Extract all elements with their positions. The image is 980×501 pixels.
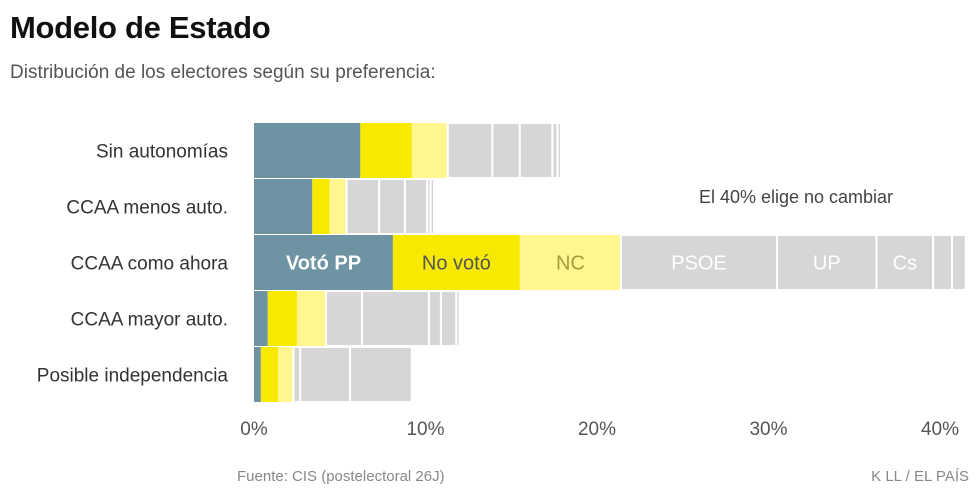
bar-segment-ccaa-menos-auto-no-voto — [312, 179, 330, 234]
bar-segment-ccaa-mayor-auto-psoe — [325, 290, 364, 347]
segment-label-no-voto: No votó — [422, 253, 491, 275]
bar-segment-ccaa-mayor-auto-cs — [427, 290, 442, 347]
bar-segment-sin-autonomias-other-7 — [556, 122, 562, 179]
bar-segment-ccaa-como-ahora-psoe — [620, 234, 779, 291]
x-tick-label-40: 40% — [921, 419, 959, 440]
bar-segment-posible-independencia-voto-pp — [254, 347, 261, 402]
credit-note: K LL / EL PAÍS — [871, 468, 969, 485]
bar-segment-ccaa-como-ahora-other-7 — [951, 234, 967, 291]
bar-segment-ccaa-menos-auto-nc — [329, 179, 347, 234]
x-axis-ticks: 0% 10% 20% 30% 40% — [240, 419, 959, 440]
bar-segment-posible-independencia-cs — [349, 346, 413, 403]
x-tick-label-0: 0% — [240, 419, 268, 440]
category-labels: Sin autonomías CCAA menos auto. CCAA como … — [37, 142, 229, 387]
bar-segment-posible-independencia-up — [299, 346, 352, 403]
bar-segment-sin-autonomias-up — [491, 122, 521, 179]
category-label-sin-autonomias: Sin autonomías — [96, 142, 228, 163]
bar-segment-ccaa-mayor-auto-up — [361, 290, 430, 347]
x-tick-label-20: 20% — [578, 419, 616, 440]
bar-segment-sin-autonomias-no-voto — [360, 123, 412, 178]
source-note: Fuente: CIS (postelectoral 26J) — [237, 468, 445, 485]
bar-segment-ccaa-como-ahora-no-voto — [392, 235, 520, 290]
bar-segment-sin-autonomias-psoe — [446, 122, 494, 179]
bar-segment-ccaa-mayor-auto-voto-pp — [254, 291, 268, 346]
bar-segment-ccaa-menos-auto-up — [378, 178, 406, 235]
bar-segment-sin-autonomias-cs — [518, 122, 554, 179]
bar-segment-ccaa-como-ahora-nc — [519, 235, 622, 290]
x-tick-label-30: 30% — [749, 419, 787, 440]
bar-segment-ccaa-menos-auto-cs — [403, 178, 429, 235]
bar-segment-ccaa-como-ahora-other-6 — [932, 234, 954, 291]
bar-segment-ccaa-como-ahora-voto-pp — [254, 235, 393, 290]
category-label-ccaa-menos-auto: CCAA menos auto. — [66, 198, 228, 219]
category-label-ccaa-como-ahora: CCAA como ahora — [71, 254, 229, 275]
bar-segment-ccaa-menos-auto-psoe — [345, 178, 381, 235]
segment-label-nc: NC — [556, 253, 585, 275]
segment-labels: Votó PP No votó NC PSOE UP Cs — [286, 253, 917, 275]
chart-subtitle: Distribución de los electores según su p… — [10, 62, 436, 83]
segment-label-voto-pp: Votó PP — [286, 253, 361, 275]
bar-segment-ccaa-mayor-auto-other-7 — [455, 290, 461, 347]
bar-segment-posible-independencia-no-voto — [260, 347, 279, 402]
chart-title: Modelo de Estado — [10, 10, 271, 45]
bar-segment-ccaa-menos-auto-other-7 — [429, 178, 436, 235]
segment-label-cs: Cs — [893, 253, 917, 275]
category-label-ccaa-mayor-auto: CCAA mayor auto. — [71, 310, 228, 331]
bar-segment-ccaa-mayor-auto-no-voto — [267, 291, 297, 346]
bar-segment-posible-independencia-psoe — [292, 346, 302, 403]
annotation-text: El 40% elige no cambiar — [699, 187, 893, 207]
bar-segment-sin-autonomias-voto-pp — [254, 123, 361, 178]
x-tick-label-10: 10% — [406, 419, 444, 440]
bar-segment-ccaa-mayor-auto-nc — [296, 291, 327, 346]
bars-group — [254, 122, 967, 403]
bar-segment-sin-autonomias-nc — [411, 123, 448, 178]
bar-segment-posible-independencia-nc — [278, 347, 294, 402]
segment-label-up: UP — [813, 253, 841, 275]
category-label-posible-independencia: Posible independencia — [37, 366, 229, 387]
bar-segment-ccaa-mayor-auto-other-6 — [439, 290, 458, 347]
segment-label-psoe: PSOE — [671, 253, 727, 275]
bar-segment-ccaa-menos-auto-voto-pp — [254, 179, 313, 234]
